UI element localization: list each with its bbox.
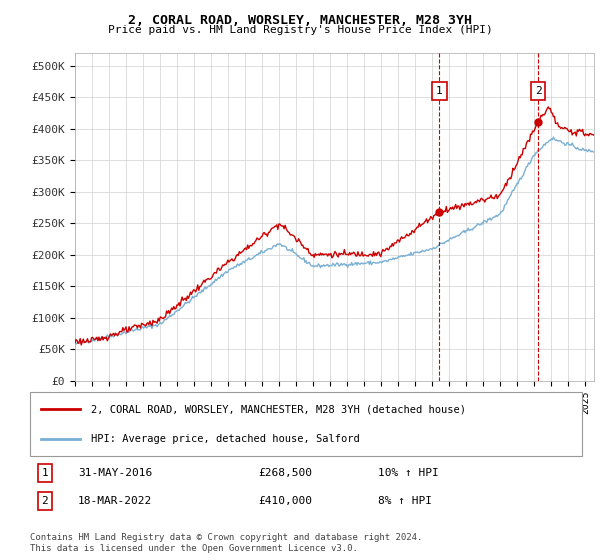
Text: 2, CORAL ROAD, WORSLEY, MANCHESTER, M28 3YH: 2, CORAL ROAD, WORSLEY, MANCHESTER, M28 …: [128, 14, 472, 27]
Text: 18-MAR-2022: 18-MAR-2022: [78, 496, 152, 506]
Text: 31-MAY-2016: 31-MAY-2016: [78, 468, 152, 478]
Text: 1: 1: [41, 468, 49, 478]
Text: £268,500: £268,500: [258, 468, 312, 478]
Text: Price paid vs. HM Land Registry's House Price Index (HPI): Price paid vs. HM Land Registry's House …: [107, 25, 493, 35]
Text: Contains HM Land Registry data © Crown copyright and database right 2024.
This d: Contains HM Land Registry data © Crown c…: [30, 533, 422, 553]
FancyBboxPatch shape: [30, 392, 582, 456]
Text: 2, CORAL ROAD, WORSLEY, MANCHESTER, M28 3YH (detached house): 2, CORAL ROAD, WORSLEY, MANCHESTER, M28 …: [91, 404, 466, 414]
Text: 8% ↑ HPI: 8% ↑ HPI: [378, 496, 432, 506]
Text: 1: 1: [436, 86, 443, 96]
Text: 2: 2: [535, 86, 541, 96]
Text: HPI: Average price, detached house, Salford: HPI: Average price, detached house, Salf…: [91, 434, 359, 444]
Text: £410,000: £410,000: [258, 496, 312, 506]
Text: 2: 2: [41, 496, 49, 506]
Text: 10% ↑ HPI: 10% ↑ HPI: [378, 468, 439, 478]
